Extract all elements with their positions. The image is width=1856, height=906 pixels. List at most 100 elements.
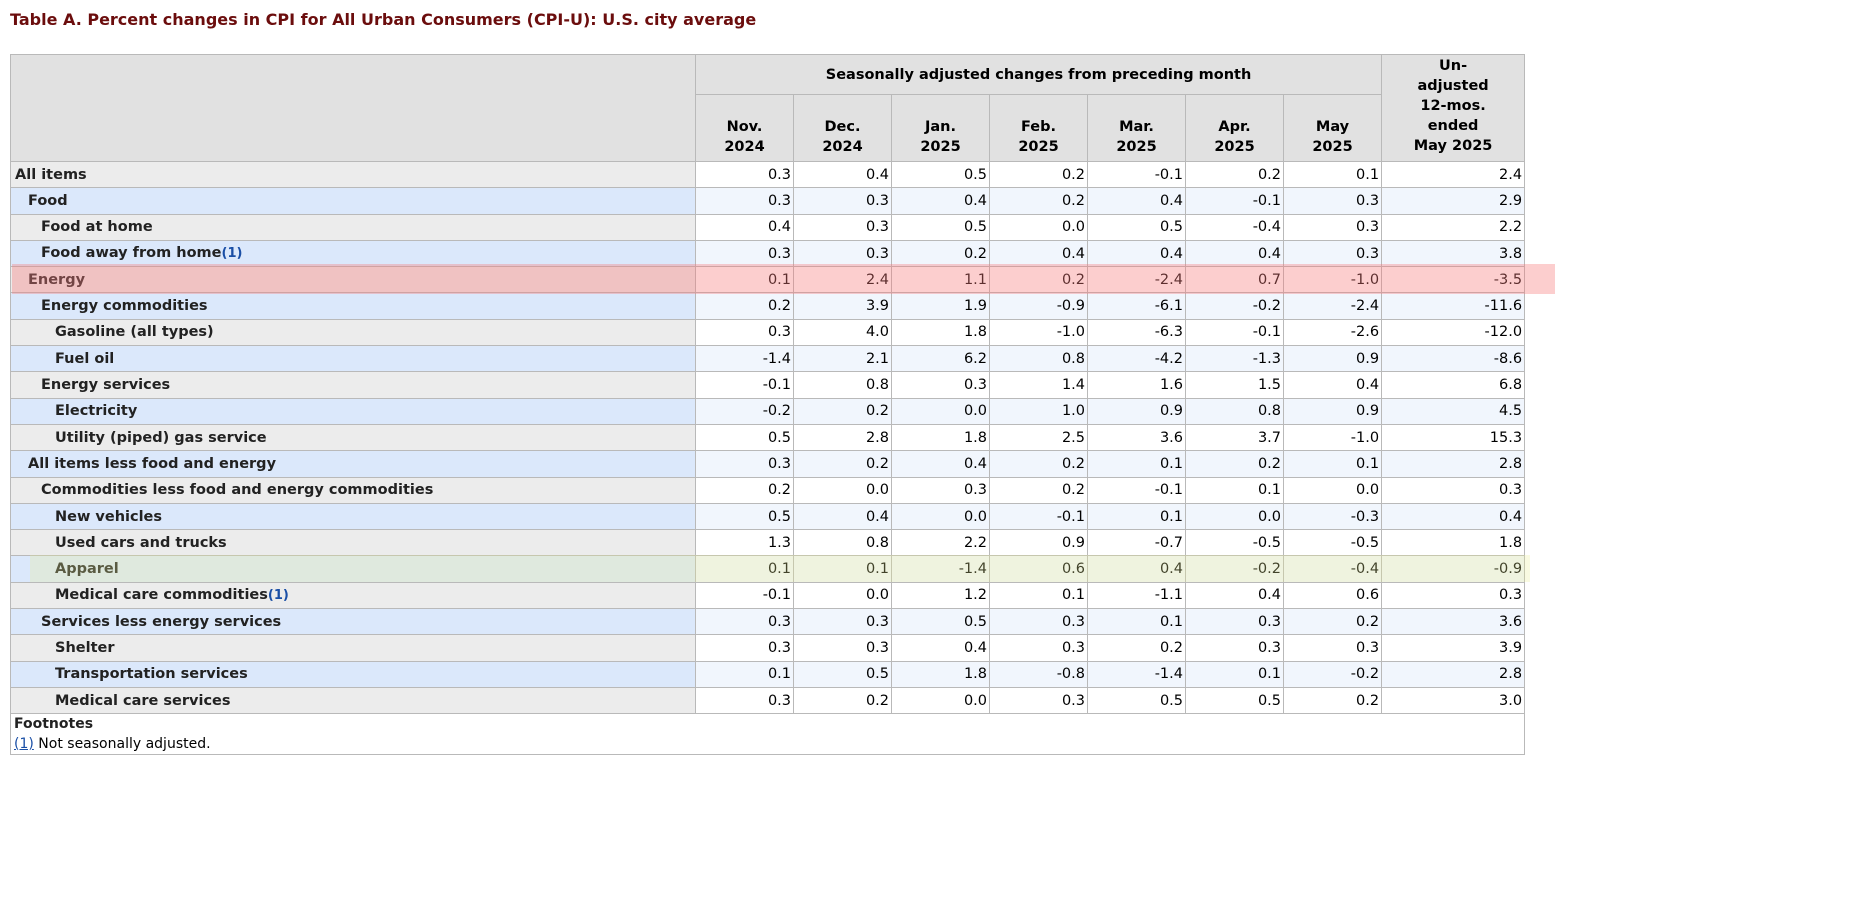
cell-month-3: 2.5 [989, 423, 1088, 452]
cell-month-6: 0.3 [1282, 634, 1383, 662]
cell-month-6: 0.0 [1282, 476, 1383, 504]
cell-month-4: 0.5 [1087, 213, 1186, 241]
cell-unadjusted-12mo: -0.9 [1381, 555, 1526, 583]
row-label: Electricity [10, 397, 696, 425]
cell-month-5: 0.5 [1185, 686, 1284, 715]
cell-month-0: 0.4 [695, 213, 794, 241]
cell-month-5: 0.1 [1185, 476, 1284, 504]
cell-unadjusted-12mo: -12.0 [1381, 318, 1526, 347]
cell-month-4: 0.1 [1087, 502, 1186, 531]
cell-month-6: 0.3 [1282, 239, 1383, 268]
unadj-line: Un- [1439, 58, 1468, 74]
cell-unadjusted-12mo: 15.3 [1381, 423, 1526, 452]
cell-month-5: 0.7 [1185, 266, 1284, 294]
cell-month-3: 0.2 [989, 266, 1088, 294]
cell-month-1: 0.0 [793, 581, 892, 610]
header-month-0: Nov. 2024 [695, 94, 794, 162]
cell-month-6: -0.2 [1282, 660, 1383, 688]
footnotes-section: Footnotes (1) Not seasonally adjusted. [9, 713, 1526, 756]
row-label: Medical care commodities(1) [10, 581, 696, 610]
header-month-year: 2024 [724, 139, 765, 155]
header-month-year: 2025 [1312, 139, 1353, 155]
cell-month-2: 1.8 [891, 423, 990, 452]
cell-month-5: 1.5 [1185, 371, 1284, 399]
cell-month-3: 0.0 [989, 213, 1088, 241]
row-label: Utility (piped) gas service [10, 423, 696, 452]
cell-month-1: 4.0 [793, 318, 892, 347]
cell-month-5: 0.2 [1185, 160, 1284, 189]
cell-month-0: 0.3 [695, 608, 794, 636]
cell-month-4: -0.7 [1087, 529, 1186, 557]
cell-month-6: 0.2 [1282, 686, 1383, 715]
table-row: Medical care commodities(1) -0.1 0.0 1.2 0.1… [10, 581, 1526, 610]
cell-month-0: 0.2 [695, 476, 794, 504]
table-row: Transportation services 0.1 0.5 1.8 -0.8 -1.4… [10, 660, 1526, 688]
cell-month-4: 0.5 [1087, 686, 1186, 715]
cell-month-3: -1.0 [989, 318, 1088, 347]
cell-month-1: 0.2 [793, 397, 892, 425]
cell-month-4: 0.4 [1087, 239, 1186, 268]
row-label: Gasoline (all types) [10, 318, 696, 347]
row-label-text: Electricity [55, 403, 138, 420]
cell-month-5: -0.1 [1185, 318, 1284, 347]
cell-month-2: 0.5 [891, 608, 990, 636]
row-label-text: Commodities less food and energy commodi… [41, 482, 434, 499]
cell-month-6: 0.9 [1282, 345, 1383, 373]
row-label-text: Energy [28, 271, 86, 288]
footnote-link[interactable]: 1 [273, 587, 283, 603]
table-row: New vehicles 0.5 0.4 0.0 -0.1 0.1 0.0 -0.3 0.4 [10, 502, 1526, 531]
cell-month-4: 3.6 [1087, 423, 1186, 452]
cell-month-5: 0.4 [1185, 239, 1284, 268]
cell-month-0: 0.5 [695, 423, 794, 452]
footnote-link[interactable]: 1 [227, 246, 237, 262]
cell-month-4: 0.2 [1087, 634, 1186, 662]
cell-month-3: 0.2 [989, 160, 1088, 189]
cell-month-5: -0.2 [1185, 555, 1284, 583]
header-month-1: Dec. 2024 [793, 94, 892, 162]
header-month-name: Mar. [1119, 119, 1154, 135]
unadj-line: ended [1427, 118, 1479, 134]
cell-month-4: -1.1 [1087, 581, 1186, 610]
unadj-line: May 2025 [1413, 138, 1493, 154]
row-label: New vehicles [10, 502, 696, 531]
unadj-line: 12-mos. [1420, 98, 1486, 114]
table-row: Medical care services 0.3 0.2 0.0 0.3 0.5 0.5 0… [10, 686, 1526, 715]
row-label: Medical care services [10, 686, 696, 715]
row-label: Services less energy services [10, 608, 696, 636]
table-row: Utility (piped) gas service 0.5 2.8 1.8 2.5 3… [10, 423, 1526, 452]
cell-month-5: 0.2 [1185, 450, 1284, 478]
cell-month-3: 0.4 [989, 239, 1088, 268]
row-label: Energy services [10, 371, 696, 399]
cell-month-5: 0.4 [1185, 581, 1284, 610]
footnote-ref-link[interactable]: (1) [14, 736, 34, 753]
cell-month-0: 0.3 [695, 634, 794, 662]
cell-month-1: 0.2 [793, 450, 892, 478]
cell-month-0: 0.3 [695, 160, 794, 189]
cell-month-2: 6.2 [891, 345, 990, 373]
cell-month-4: -2.4 [1087, 266, 1186, 294]
row-label-text: Fuel oil [55, 350, 115, 367]
row-label-text: Utility (piped) gas service [55, 429, 267, 446]
header-month-name: May [1315, 119, 1350, 135]
row-label-text: Services less energy services [41, 613, 282, 630]
cell-month-0: 0.1 [695, 555, 794, 583]
cell-unadjusted-12mo: 3.9 [1381, 634, 1526, 662]
cell-month-6: 0.4 [1282, 371, 1383, 399]
header-month-year: 2025 [920, 139, 961, 155]
cell-month-6: -1.0 [1282, 266, 1383, 294]
row-label-text: New vehicles [55, 508, 163, 525]
row-label-text: Transportation services [55, 666, 248, 683]
cell-month-6: -2.6 [1282, 318, 1383, 347]
cell-month-3: 0.3 [989, 608, 1088, 636]
cell-month-5: 0.0 [1185, 502, 1284, 531]
header-month-year: 2024 [822, 139, 863, 155]
cell-month-2: 2.2 [891, 529, 990, 557]
table-row: All items 0.3 0.4 0.5 0.2 -0.1 0.2 0.1 2.4 [10, 160, 1526, 189]
cell-month-0: 0.3 [695, 187, 794, 215]
row-label: Apparel [10, 555, 696, 583]
cell-month-1: 0.4 [793, 502, 892, 531]
cell-month-4: 0.4 [1087, 555, 1186, 583]
row-label-text: All items less food and energy [28, 455, 277, 472]
row-label: Shelter [10, 634, 696, 662]
table-row: Energy services -0.1 0.8 0.3 1.4 1.6 1.5 0.4 6.8 [10, 371, 1526, 399]
